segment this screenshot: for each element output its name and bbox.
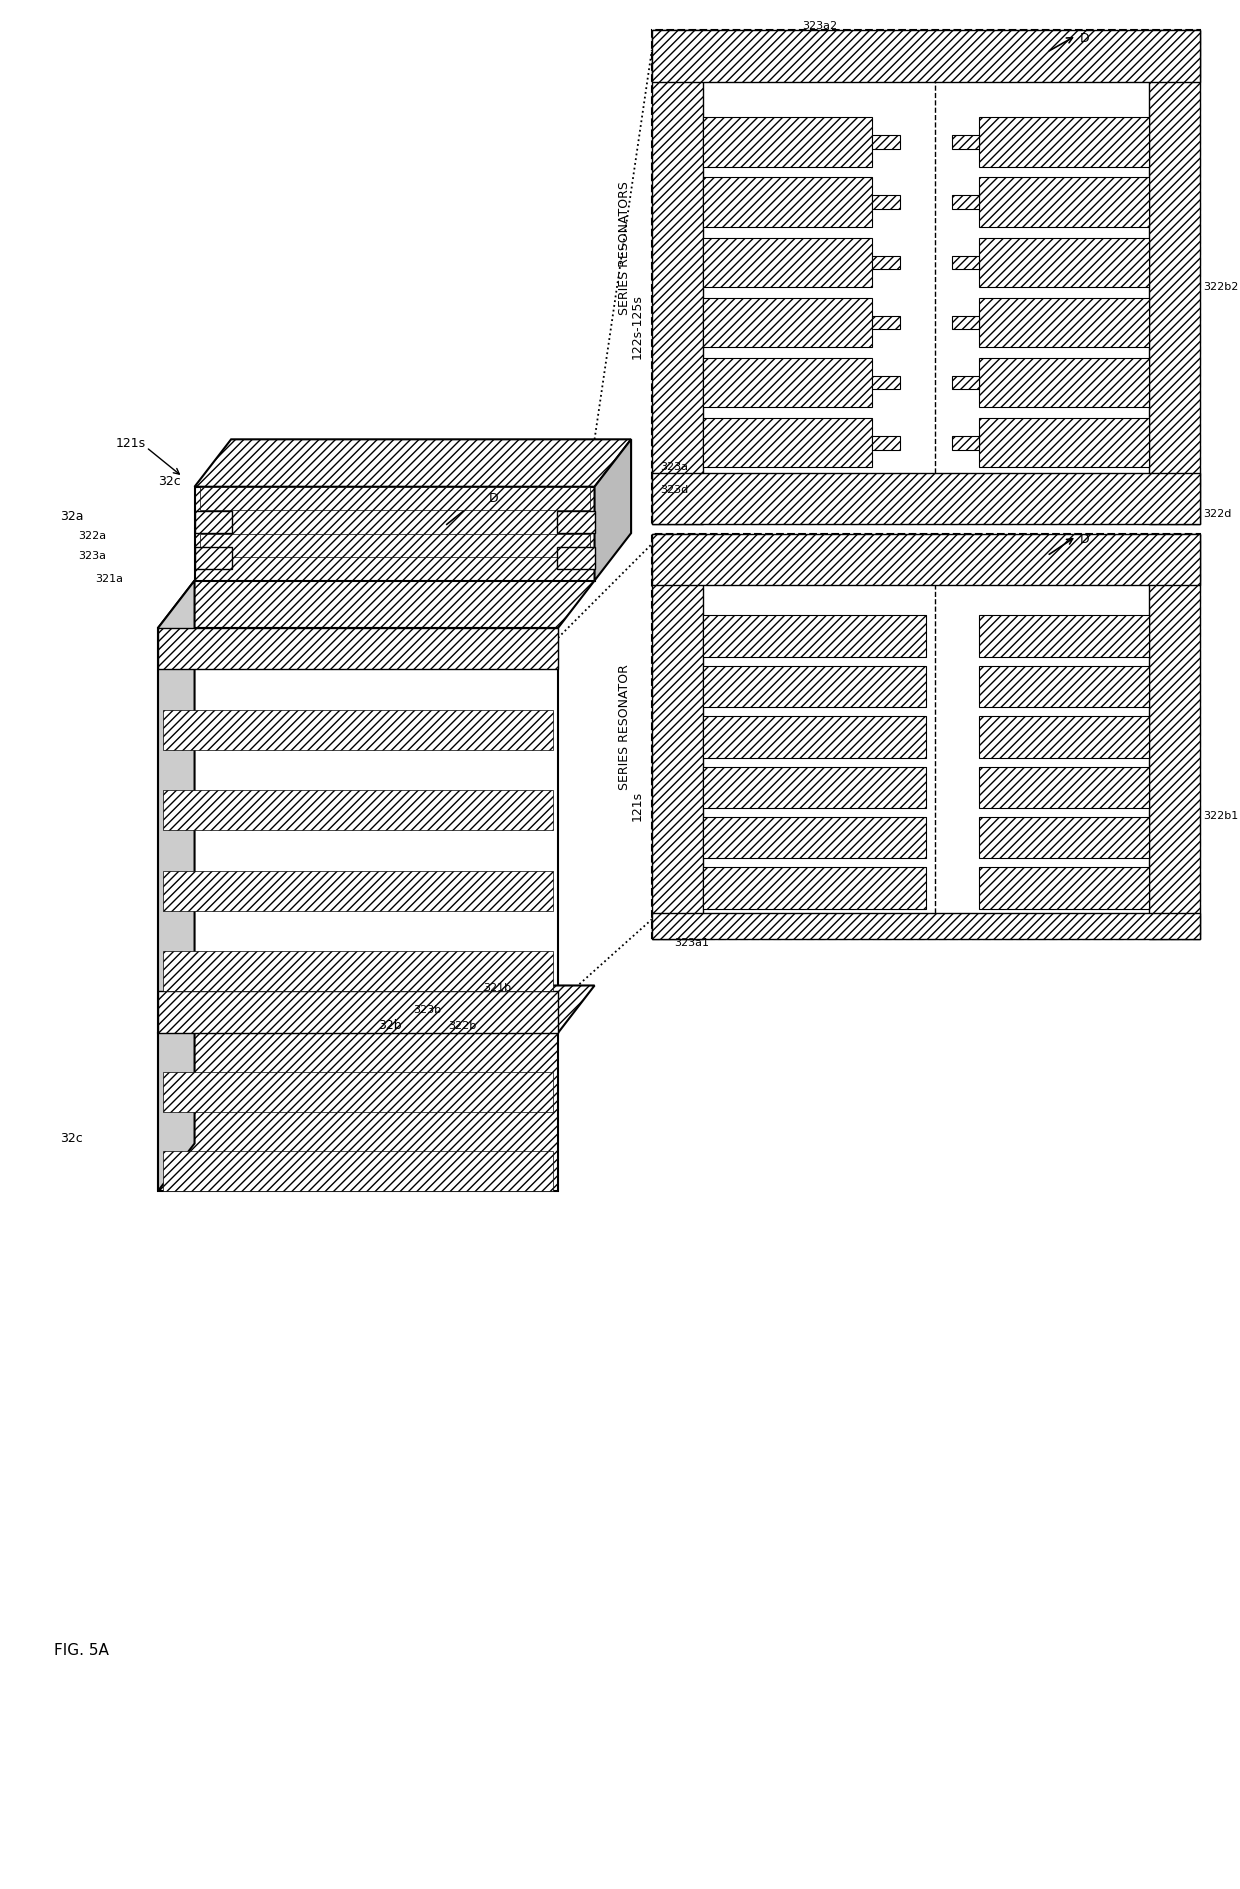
Text: 32b: 32b bbox=[378, 1020, 402, 1033]
Polygon shape bbox=[200, 535, 589, 557]
Polygon shape bbox=[703, 359, 873, 408]
Polygon shape bbox=[195, 548, 232, 569]
Polygon shape bbox=[162, 710, 553, 750]
Polygon shape bbox=[652, 30, 1200, 81]
Polygon shape bbox=[652, 30, 703, 525]
Polygon shape bbox=[703, 616, 926, 657]
Polygon shape bbox=[557, 548, 594, 569]
Polygon shape bbox=[162, 871, 553, 910]
Text: 321b: 321b bbox=[482, 984, 511, 994]
Polygon shape bbox=[703, 117, 873, 166]
Polygon shape bbox=[652, 914, 1200, 939]
Polygon shape bbox=[162, 1073, 553, 1113]
Polygon shape bbox=[952, 255, 980, 268]
Polygon shape bbox=[980, 238, 1148, 287]
Polygon shape bbox=[162, 790, 553, 831]
Polygon shape bbox=[594, 440, 631, 580]
Bar bbox=[652, 30, 1200, 525]
Polygon shape bbox=[980, 716, 1148, 757]
Text: 32a: 32a bbox=[61, 510, 84, 523]
Polygon shape bbox=[162, 1152, 553, 1190]
Polygon shape bbox=[195, 440, 631, 487]
Text: 323a: 323a bbox=[78, 552, 107, 561]
Polygon shape bbox=[980, 818, 1148, 858]
Polygon shape bbox=[873, 255, 900, 268]
Text: SERIES RESONATOR: SERIES RESONATOR bbox=[618, 663, 631, 790]
Polygon shape bbox=[873, 136, 900, 149]
Polygon shape bbox=[195, 512, 232, 533]
Polygon shape bbox=[980, 178, 1148, 227]
Text: 323b: 323b bbox=[414, 1005, 441, 1014]
Text: D: D bbox=[1080, 32, 1089, 45]
Polygon shape bbox=[557, 512, 594, 533]
Text: 121s: 121s bbox=[117, 436, 146, 450]
Polygon shape bbox=[980, 867, 1148, 909]
Text: 32c: 32c bbox=[157, 476, 181, 487]
Text: D: D bbox=[1080, 533, 1089, 546]
Polygon shape bbox=[952, 315, 980, 329]
Polygon shape bbox=[157, 627, 558, 1033]
Polygon shape bbox=[980, 417, 1148, 467]
Polygon shape bbox=[157, 627, 558, 669]
Text: 122s-125s: 122s-125s bbox=[630, 295, 644, 359]
Polygon shape bbox=[873, 315, 900, 329]
Text: SERIES RESONATORS: SERIES RESONATORS bbox=[618, 181, 631, 315]
Polygon shape bbox=[157, 580, 594, 627]
Polygon shape bbox=[1148, 30, 1200, 525]
Polygon shape bbox=[873, 195, 900, 210]
Text: 322b2: 322b2 bbox=[1203, 281, 1239, 293]
Text: 323a1: 323a1 bbox=[673, 939, 709, 948]
Polygon shape bbox=[652, 535, 1200, 586]
Polygon shape bbox=[980, 117, 1148, 166]
Polygon shape bbox=[952, 195, 980, 210]
Polygon shape bbox=[980, 665, 1148, 706]
Polygon shape bbox=[703, 665, 926, 706]
Text: 322a: 322a bbox=[78, 531, 107, 540]
Polygon shape bbox=[703, 867, 926, 909]
Polygon shape bbox=[980, 298, 1148, 348]
Polygon shape bbox=[952, 136, 980, 149]
Polygon shape bbox=[980, 616, 1148, 657]
Polygon shape bbox=[703, 178, 873, 227]
Polygon shape bbox=[652, 472, 1200, 525]
Text: 322b: 322b bbox=[448, 1020, 476, 1031]
Text: FIG. 5A: FIG. 5A bbox=[55, 1643, 109, 1659]
Polygon shape bbox=[157, 986, 594, 1033]
Polygon shape bbox=[200, 487, 589, 510]
Polygon shape bbox=[873, 376, 900, 389]
Polygon shape bbox=[980, 767, 1148, 808]
Polygon shape bbox=[703, 298, 873, 348]
Polygon shape bbox=[952, 436, 980, 450]
Polygon shape bbox=[873, 436, 900, 450]
Polygon shape bbox=[1148, 535, 1200, 939]
Text: 121s: 121s bbox=[630, 791, 644, 822]
Polygon shape bbox=[157, 1033, 558, 1190]
Text: 322b1: 322b1 bbox=[1203, 810, 1239, 820]
Text: 323a2: 323a2 bbox=[802, 21, 837, 32]
Text: 321a: 321a bbox=[95, 574, 124, 584]
Polygon shape bbox=[703, 417, 873, 467]
Polygon shape bbox=[157, 580, 195, 1033]
Text: 32c: 32c bbox=[60, 1132, 83, 1145]
Text: 322d: 322d bbox=[1203, 510, 1231, 519]
Text: D: D bbox=[489, 491, 498, 504]
Polygon shape bbox=[652, 535, 703, 939]
Polygon shape bbox=[162, 952, 553, 992]
Polygon shape bbox=[980, 359, 1148, 408]
Polygon shape bbox=[157, 986, 195, 1190]
Polygon shape bbox=[157, 992, 558, 1033]
Polygon shape bbox=[703, 238, 873, 287]
Text: 323a: 323a bbox=[660, 463, 688, 472]
Polygon shape bbox=[703, 716, 926, 757]
Polygon shape bbox=[703, 767, 926, 808]
Polygon shape bbox=[703, 818, 926, 858]
Bar bbox=[652, 535, 1200, 939]
Polygon shape bbox=[952, 376, 980, 389]
Polygon shape bbox=[195, 487, 594, 580]
Text: 323d: 323d bbox=[660, 485, 688, 495]
